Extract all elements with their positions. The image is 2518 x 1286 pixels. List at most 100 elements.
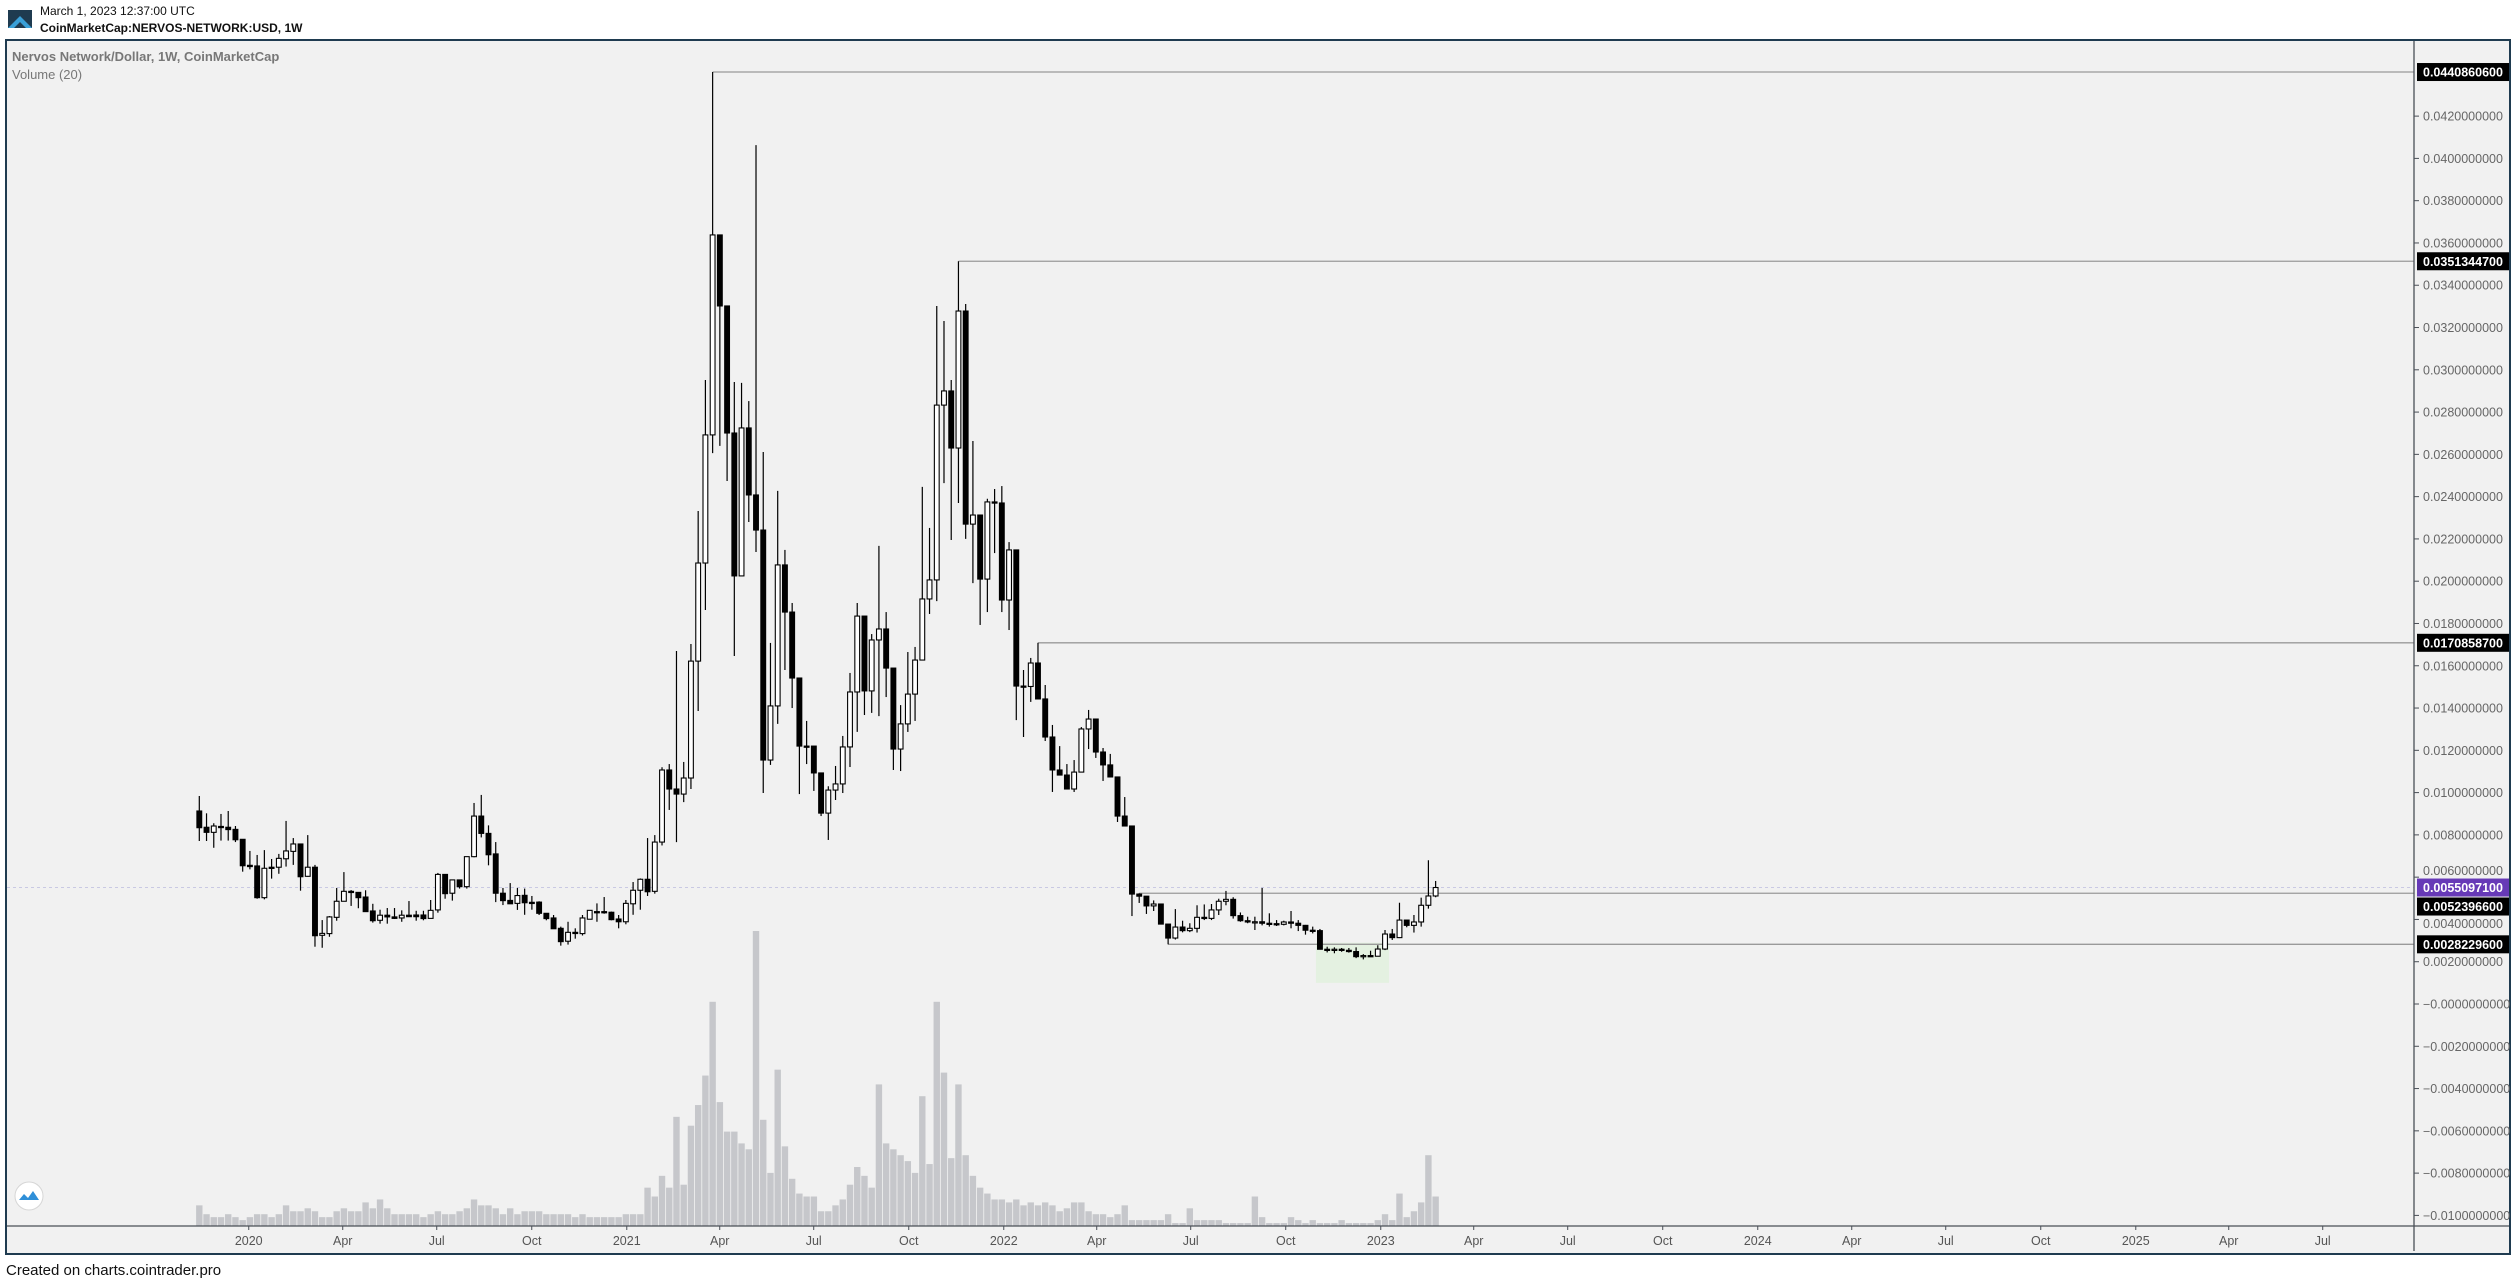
candle-up[interactable]: [875, 628, 882, 641]
candle-down[interactable]: [239, 838, 246, 867]
candle-down[interactable]: [1063, 774, 1070, 790]
candle-down[interactable]: [803, 745, 810, 748]
candle-down[interactable]: [297, 843, 304, 878]
candle-up[interactable]: [579, 917, 586, 935]
candle-up[interactable]: [854, 615, 861, 693]
candle-down[interactable]: [1324, 948, 1331, 951]
candle-up[interactable]: [210, 825, 217, 833]
candle-up[interactable]: [919, 598, 926, 661]
candle-up[interactable]: [471, 815, 477, 858]
candle-down[interactable]: [998, 502, 1005, 601]
candle-up[interactable]: [1027, 662, 1034, 688]
candle-up[interactable]: [275, 857, 282, 868]
candle-down[interactable]: [977, 514, 984, 580]
candle-down[interactable]: [1100, 751, 1107, 766]
candle-up[interactable]: [702, 434, 709, 564]
candle-down[interactable]: [1092, 718, 1099, 753]
candle-up[interactable]: [449, 879, 456, 894]
candle-down[interactable]: [1237, 915, 1244, 922]
candle-up[interactable]: [695, 562, 702, 662]
candle-up[interactable]: [680, 777, 687, 795]
candle-down[interactable]: [615, 918, 622, 923]
candle-down[interactable]: [225, 826, 232, 831]
candle-down[interactable]: [1013, 549, 1020, 687]
candle-down[interactable]: [268, 866, 275, 869]
candle-down[interactable]: [456, 879, 463, 888]
candle-down[interactable]: [644, 878, 651, 893]
candle-up[interactable]: [847, 691, 853, 748]
candle-up[interactable]: [933, 404, 940, 581]
candle-down[interactable]: [1035, 662, 1041, 700]
candle-up[interactable]: [377, 914, 383, 921]
candle-down[interactable]: [1367, 955, 1374, 958]
candle-down[interactable]: [536, 901, 543, 914]
candle-down[interactable]: [716, 234, 723, 307]
candle-down[interactable]: [550, 917, 557, 930]
candle-down[interactable]: [1201, 916, 1208, 920]
candle-up[interactable]: [1382, 933, 1388, 950]
candle-up[interactable]: [586, 909, 593, 920]
candle-down[interactable]: [384, 914, 391, 918]
candle-down[interactable]: [1129, 825, 1135, 895]
candle-down[interactable]: [1056, 769, 1063, 776]
candle-down[interactable]: [420, 914, 427, 920]
candle-down[interactable]: [1136, 893, 1143, 897]
candle-up[interactable]: [1223, 898, 1229, 902]
candle-down[interactable]: [1266, 922, 1273, 925]
candle-down[interactable]: [1288, 921, 1294, 924]
candle-down[interactable]: [1230, 898, 1237, 917]
candle-down[interactable]: [1114, 776, 1121, 817]
candle-up[interactable]: [434, 873, 441, 911]
candle-down[interactable]: [203, 826, 210, 833]
candle-down[interactable]: [348, 890, 355, 894]
candle-down[interactable]: [355, 891, 362, 899]
candle-down[interactable]: [818, 772, 825, 814]
candle-up[interactable]: [897, 723, 904, 750]
candle-down[interactable]: [492, 853, 499, 894]
candle-up[interactable]: [941, 390, 947, 406]
candle-down[interactable]: [1345, 949, 1352, 953]
candle-down[interactable]: [246, 864, 253, 868]
candle-up[interactable]: [622, 902, 629, 923]
candle-up[interactable]: [1432, 886, 1439, 897]
candle-down[interactable]: [760, 529, 767, 761]
candle-down[interactable]: [1165, 923, 1172, 939]
candle-up[interactable]: [651, 841, 658, 892]
candle-down[interactable]: [593, 911, 600, 914]
candle-down[interactable]: [1353, 951, 1360, 958]
price-axis[interactable]: [2414, 41, 2509, 1226]
candle-up[interactable]: [825, 789, 832, 814]
candle-up[interactable]: [1186, 927, 1193, 932]
candle-down[interactable]: [861, 615, 868, 692]
candle-up[interactable]: [687, 660, 694, 779]
candle-down[interactable]: [1107, 764, 1114, 778]
candle-down[interactable]: [608, 911, 615, 921]
candle-down[interactable]: [962, 310, 969, 525]
candle-up[interactable]: [514, 895, 521, 904]
candle-down[interactable]: [948, 390, 955, 449]
candle-down[interactable]: [521, 894, 528, 904]
candle-up[interactable]: [1006, 549, 1013, 601]
candle-up[interactable]: [326, 916, 333, 935]
candle-up[interactable]: [290, 843, 297, 852]
candle-down[interactable]: [1244, 920, 1251, 923]
candle-down[interactable]: [883, 628, 890, 669]
chart-frame[interactable]: [5, 39, 2511, 1255]
candle-down[interactable]: [1121, 815, 1128, 827]
candle-up[interactable]: [904, 693, 911, 725]
candle-down[interactable]: [1020, 685, 1027, 688]
candle-up[interactable]: [659, 769, 665, 843]
candle-up[interactable]: [839, 746, 846, 785]
candle-down[interactable]: [1338, 948, 1345, 951]
candle-up[interactable]: [398, 914, 405, 919]
candle-down[interactable]: [543, 912, 550, 920]
candle-up[interactable]: [319, 932, 326, 936]
candle-up[interactable]: [1396, 919, 1403, 939]
candle-down[interactable]: [601, 911, 608, 914]
candle-up[interactable]: [1425, 895, 1432, 906]
candle-up[interactable]: [969, 514, 976, 525]
candle-up[interactable]: [868, 639, 875, 692]
candle-down[interactable]: [673, 788, 680, 795]
candle-up[interactable]: [283, 850, 290, 860]
